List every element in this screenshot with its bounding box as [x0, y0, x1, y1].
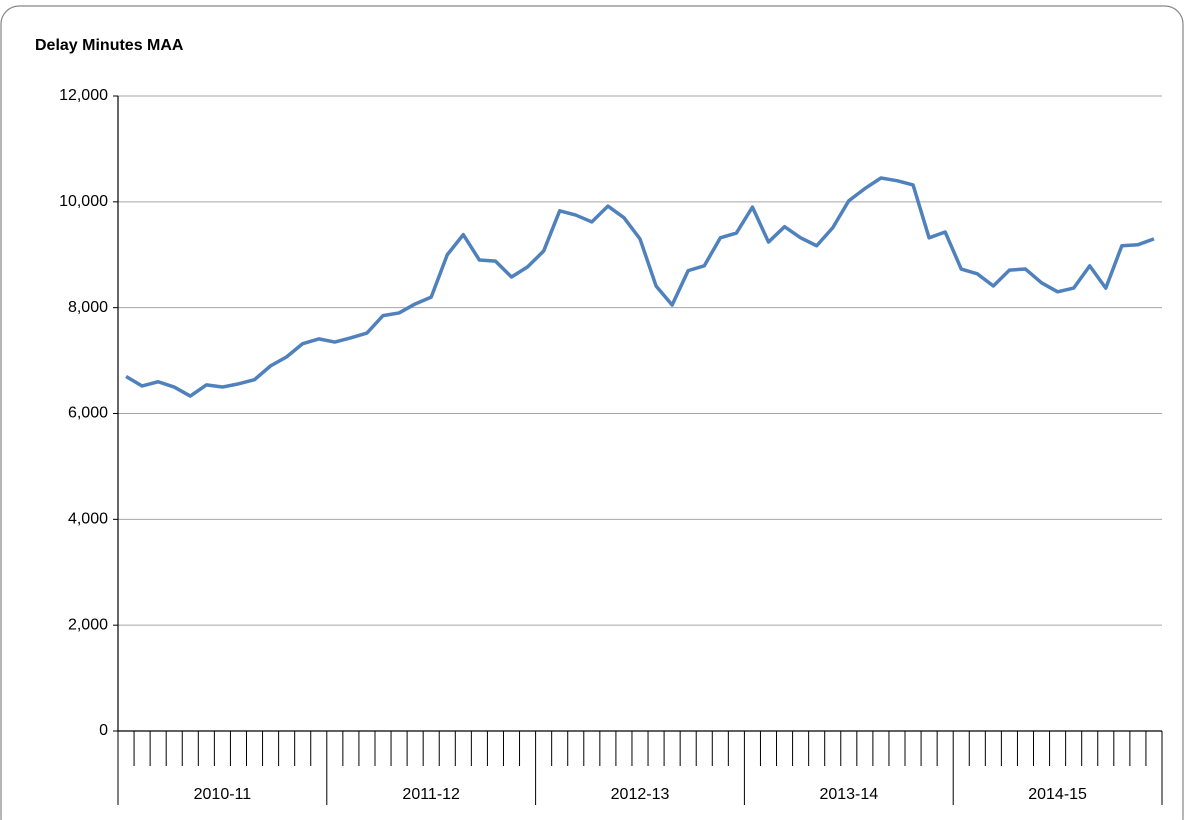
y-tick-label: 0 — [99, 722, 108, 739]
x-group-label: 2013-14 — [819, 786, 878, 803]
data-line — [125, 176, 1155, 398]
y-tick-label: 4,000 — [68, 511, 108, 528]
y-tick-label: 2,000 — [68, 616, 108, 633]
chart-title: Delay Minutes MAA — [35, 37, 184, 54]
y-tick-label: 8,000 — [68, 299, 108, 316]
x-group-label: 2012-13 — [611, 786, 670, 803]
y-tick-label: 10,000 — [59, 193, 108, 210]
x-group-label: 2010-11 — [194, 786, 252, 803]
x-group-label: 2014-15 — [1028, 786, 1087, 803]
x-group-label: 2011-12 — [402, 786, 460, 803]
y-tick-label: 12,000 — [59, 87, 108, 104]
y-tick-label: 6,000 — [68, 405, 108, 422]
